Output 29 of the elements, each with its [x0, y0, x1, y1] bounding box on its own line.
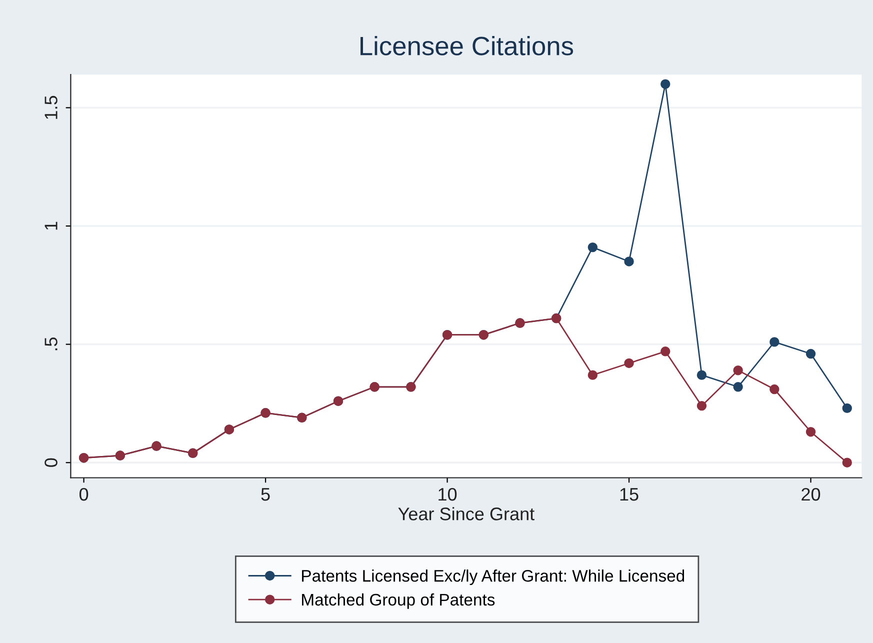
point	[696, 400, 707, 411]
point	[770, 384, 780, 394]
point	[733, 382, 743, 392]
y-tick-label: 1	[44, 222, 58, 230]
x-axis-title: Year Since Grant	[398, 507, 534, 520]
x-tick-label: 20	[802, 488, 820, 501]
legend-label: Matched Group of Patents	[302, 593, 495, 609]
point	[660, 79, 670, 89]
x-tick-label: 0	[79, 488, 88, 501]
chart-title: Licensee Citations	[360, 36, 574, 56]
point	[696, 370, 707, 380]
point	[770, 337, 780, 347]
y-tick-label: 0	[44, 458, 58, 467]
legend-label: Patents Licensed Exc/ly After Grant: While Licensed	[302, 570, 684, 586]
point	[842, 403, 852, 414]
point	[588, 242, 598, 252]
x-tick-label: 15	[620, 488, 638, 501]
x-tick-label: 10	[438, 488, 457, 501]
x-tick-label: 5	[261, 488, 270, 501]
point	[806, 348, 816, 359]
y-tick-label: 1.5	[44, 96, 58, 119]
point	[660, 346, 670, 356]
point	[733, 365, 743, 376]
point	[842, 458, 852, 468]
point	[624, 256, 634, 266]
point	[588, 370, 598, 380]
y-tick-label: .5	[44, 338, 58, 350]
point	[806, 426, 816, 437]
point	[624, 358, 634, 368]
